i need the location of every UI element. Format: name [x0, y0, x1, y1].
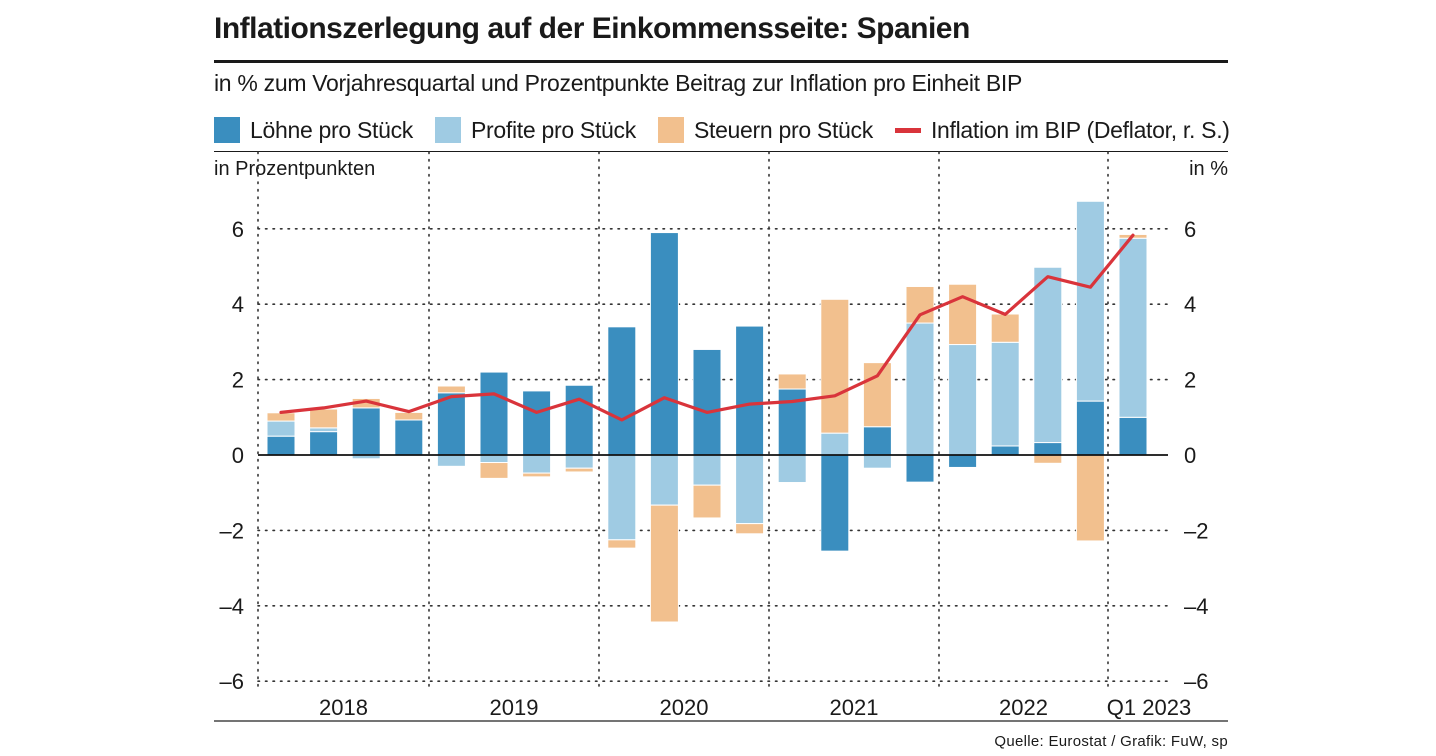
bar-profits-14: [862, 454, 892, 469]
bar-taxes-17: [990, 313, 1020, 343]
bar-wages-17: [990, 445, 1020, 456]
bar-profits-5: [479, 454, 509, 464]
bar-taxes-0: [266, 412, 296, 422]
series-line-inflation: [279, 233, 1135, 422]
bar-taxes-16: [948, 283, 978, 346]
y-tick-right: 2: [1184, 368, 1196, 393]
source-note: Quelle: Eurostat / Grafik: FuW, sp: [994, 733, 1228, 750]
y-tick-right: 4: [1184, 292, 1196, 317]
x-tick-year: 2020: [660, 695, 709, 720]
chart-title: Inflationszerlegung auf der Einkommensse…: [214, 12, 970, 45]
bar-taxes-11: [735, 523, 765, 535]
legend-item-taxes: Steuern pro Stück: [657, 116, 873, 144]
bar-profits-13: [820, 432, 850, 456]
legend-label-taxes: Steuern pro Stück: [693, 116, 873, 143]
legend-swatch-profits: [435, 117, 462, 143]
bar-profits-12: [777, 454, 807, 484]
bar-profits-19: [1075, 200, 1105, 402]
bar-profits-8: [607, 454, 637, 541]
x-tick-year: 2019: [490, 695, 539, 720]
bar-taxes-5: [479, 462, 509, 479]
bar-wages-9: [649, 232, 679, 456]
bar-taxes-14: [862, 362, 892, 428]
bar-profits-20: [1118, 237, 1148, 418]
y-tick-right: –6: [1184, 669, 1208, 694]
y-tick-left: 4: [232, 292, 244, 317]
y-tick-right: –4: [1184, 594, 1208, 619]
bar-profits-18: [1033, 266, 1063, 444]
bar-profits-1: [309, 427, 339, 433]
y-tick-left: –6: [220, 669, 244, 694]
bar-taxes-8: [607, 539, 637, 549]
legend-label-inflation: Inflation im BIP (Deflator, r. S.): [930, 116, 1230, 143]
bar-profits-15: [905, 322, 935, 456]
bar-wages-20: [1118, 416, 1148, 456]
y-tick-left: –4: [220, 594, 244, 619]
legend-swatch-wages: [214, 117, 240, 143]
bar-wages-19: [1075, 400, 1105, 456]
bar-profits-10: [692, 454, 722, 486]
bar-wages-18: [1033, 442, 1063, 456]
bar-wages-5: [479, 371, 509, 456]
bar-wages-7: [564, 384, 594, 456]
legend-label-wages: Löhne pro Stück: [250, 116, 414, 143]
left-axis-unit: in Prozentpunkten: [214, 158, 376, 180]
bar-wages-10: [692, 348, 722, 456]
y-tick-left: –2: [220, 518, 244, 543]
x-tick-year: 2021: [830, 695, 879, 720]
bar-profits-7: [564, 454, 594, 469]
bar-wages-2: [351, 407, 381, 456]
x-tick-year: 2022: [999, 695, 1048, 720]
bar-wages-4: [436, 392, 466, 456]
bar-wages-8: [607, 326, 637, 456]
y-tick-left: 2: [232, 368, 244, 393]
bar-taxes-6: [522, 472, 552, 478]
bar-taxes-7: [564, 467, 594, 473]
bar-taxes-9: [649, 504, 679, 623]
bar-profits-0: [266, 420, 296, 437]
title-rule: [214, 60, 1228, 63]
bar-taxes-19: [1075, 454, 1105, 542]
legend: Löhne pro Stück Profite pro Stück Steuer…: [214, 112, 1252, 148]
bar-wages-0: [266, 435, 296, 456]
y-tick-right: 0: [1184, 443, 1196, 468]
bar-profits-16: [948, 344, 978, 456]
bar-profits-17: [990, 341, 1020, 447]
legend-swatch-inflation: [894, 127, 921, 133]
bar-wages-15: [905, 454, 935, 483]
bar-taxes-18: [1033, 454, 1063, 464]
x-tick-year: Q1 2023: [1107, 695, 1191, 720]
legend-item-inflation: Inflation im BIP (Deflator, r. S.): [894, 116, 1230, 144]
bar-wages-1: [309, 431, 339, 456]
bar-taxes-12: [777, 373, 807, 390]
bar-profits-9: [649, 454, 679, 506]
bar-taxes-4: [436, 385, 466, 394]
bar-taxes-1: [309, 408, 339, 429]
legend-rule: [214, 151, 1228, 152]
bar-wages-13: [820, 454, 850, 552]
bar-wages-11: [735, 325, 765, 456]
bar-profits-11: [735, 454, 765, 525]
bar-wages-14: [862, 426, 892, 456]
bar-wages-6: [522, 390, 552, 456]
y-tick-left: 6: [232, 217, 244, 242]
bar-taxes-13: [820, 298, 850, 434]
bar-taxes-3: [394, 411, 424, 421]
y-tick-right: –2: [1184, 518, 1208, 543]
y-tick-left: 0: [232, 443, 244, 468]
bar-taxes-10: [692, 484, 722, 519]
right-axis-unit: in %: [1189, 158, 1228, 180]
bar-profits-6: [522, 454, 552, 474]
legend-swatch-taxes: [657, 117, 684, 143]
y-tick-right: 6: [1184, 217, 1196, 242]
legend-item-profits: Profite pro Stück: [435, 117, 636, 144]
x-tick-year: 2018: [319, 695, 368, 720]
legend-label-profits: Profite pro Stück: [471, 116, 636, 143]
bar-profits-4: [436, 454, 466, 467]
bar-wages-16: [948, 454, 978, 468]
legend-item-wages: Löhne pro Stück: [214, 117, 413, 144]
chart-subtitle: in % zum Vorjahresquartal und Prozentpun…: [214, 70, 1023, 96]
bar-wages-3: [394, 419, 424, 456]
